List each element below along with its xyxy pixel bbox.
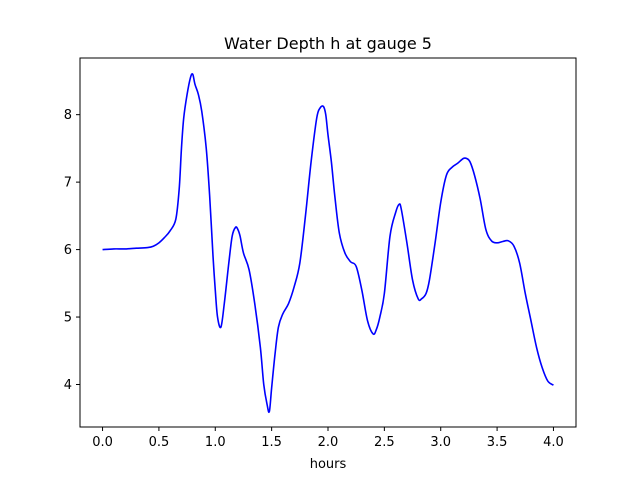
x-axis-label: hours: [310, 457, 347, 472]
x-tick-label: 2.5: [374, 435, 395, 450]
x-tick-label: 1.5: [261, 435, 282, 450]
y-axis-ticks: 4 5 6 7 8: [64, 108, 80, 393]
x-tick-label: 2.0: [318, 435, 339, 450]
series-line-0: [102, 72, 554, 414]
x-tick-label: 0.0: [92, 435, 113, 450]
x-tick-label: 0.5: [149, 435, 170, 450]
chart-title: Water Depth h at gauge 5: [224, 34, 432, 53]
x-tick-label: 3.5: [487, 435, 508, 450]
x-tick-label: 1.0: [205, 435, 226, 450]
y-tick-label: 7: [64, 176, 72, 191]
x-axis-ticks: 0.0 0.5 1.0 1.5 2.0 2.5 3.0 3.5 4.0: [92, 427, 564, 450]
x-tick-label: 3.0: [430, 435, 451, 450]
x-tick-label: 4.0: [543, 435, 564, 450]
y-tick-label: 6: [64, 243, 72, 258]
series-layer: [102, 72, 554, 414]
y-tick-label: 5: [64, 311, 72, 326]
y-tick-label: 8: [64, 108, 72, 123]
y-tick-label: 4: [64, 378, 72, 393]
